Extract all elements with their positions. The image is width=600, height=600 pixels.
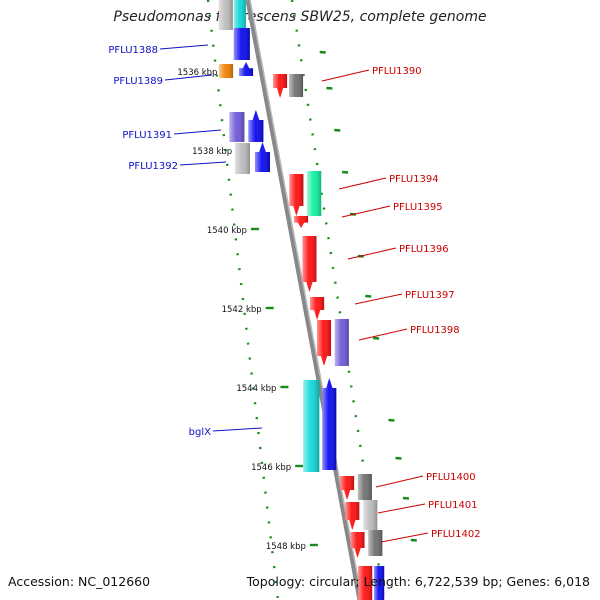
gene-label: PFLU1397 [405, 290, 455, 301]
tick-label: 1538 kbp [192, 147, 232, 157]
gene-block-pflu1392 [254, 142, 270, 172]
gene-label: PFLU1389 [113, 76, 163, 87]
gene-leader-line [173, 129, 222, 135]
gene-block-gray-top [218, 0, 233, 30]
gene-block-pflu1391-purple [229, 112, 245, 142]
gene-block-pflu1395 [294, 216, 309, 228]
gene-label: PFLU1400 [426, 472, 476, 483]
gene-label: PFLU1401 [428, 500, 478, 511]
gene-label: PFLU1392 [128, 161, 178, 172]
gene-label: PFLU1402 [431, 529, 481, 540]
tick-label: 1548 kbp [266, 542, 306, 552]
gene-block-pflu1390-gray [289, 74, 304, 97]
gene-block-pflu1391 [248, 110, 264, 142]
gene-block-pflu1398-purple [334, 319, 349, 366]
genome-title: Pseudomonas fluorescens SBW25, complete … [113, 9, 487, 25]
gene-leader-line [354, 293, 403, 305]
gene-leader-line [358, 328, 408, 341]
gene-block-pflu1392-gray [234, 143, 250, 174]
gene-block-pflu1398 [317, 320, 332, 366]
gene-label: PFLU1396 [399, 244, 449, 255]
tick-label: 1542 kbp [222, 305, 262, 315]
gene-block-pflu1388 [233, 28, 250, 60]
gene-leader-line [179, 161, 227, 166]
gene-leader-line [159, 44, 209, 50]
gene-label: PFLU1391 [122, 130, 172, 141]
gene-leader-line [347, 247, 397, 260]
outer-tick-mark [410, 538, 417, 542]
outer-tick-mark [342, 170, 349, 174]
gene-block-bottom-blue [374, 566, 385, 600]
genome-backbone [245, 0, 363, 600]
gene-block-pflu1390-red [273, 74, 288, 98]
gene-block-cyan-top [233, 0, 246, 28]
gene-label: PFLU1398 [410, 325, 460, 336]
gene-block-bglx-cyan [303, 380, 320, 472]
gene-block-pflu1400 [340, 476, 355, 500]
gene-block-pflu1394 [289, 174, 304, 216]
accession-text: Accession: NC_012660 [8, 574, 151, 589]
gene-block-bglx [322, 378, 337, 470]
gene-label: PFLU1394 [389, 174, 439, 185]
outer-tick-mark [326, 86, 333, 90]
gene-leader-line [380, 532, 429, 543]
gene-label: PFLU1388 [108, 45, 158, 56]
gene-label: bglX [189, 427, 211, 438]
tick-label: 1546 kbp [251, 463, 291, 473]
gene-block-pflu1400-gray [357, 474, 372, 500]
gene-block-pflu1402 [350, 532, 365, 558]
genome-backbone-highlight [249, 0, 363, 600]
gene-leader-line [341, 205, 391, 218]
outer-tick-mark [372, 336, 380, 340]
outer-tick-mark [319, 50, 326, 54]
gene-leader-line [321, 69, 370, 82]
tick-label: 1540 kbp [207, 226, 247, 236]
outer-tick-mark [402, 496, 410, 500]
gene-label: PFLU1390 [372, 66, 422, 77]
gene-leader-line [375, 475, 424, 488]
topology-text: Topology: circular; Length: 6,722,539 bp… [246, 574, 590, 589]
gene-block-pflu1402-gray [368, 530, 383, 556]
gene-leader-line [164, 74, 213, 81]
outer-tick-mark [365, 294, 372, 298]
tick-label: 1536 kbp [177, 68, 217, 78]
gene-block-pflu1397 [310, 297, 325, 320]
gene-block-pflu1401-gray [363, 500, 378, 530]
gene-leader-line [338, 177, 387, 190]
gene-block-pflu1394-green [307, 171, 322, 216]
gene-label: PFLU1395 [393, 202, 443, 213]
outer-tick-mark [334, 128, 341, 132]
gene-leader-line [212, 427, 263, 432]
gene-leader-line [377, 503, 426, 514]
gene-block-pflu1396 [302, 236, 317, 292]
gene-block-pflu1401 [345, 502, 360, 530]
outer-tick-mark [395, 456, 402, 460]
gene-block-pflu1389 [239, 62, 254, 76]
gene-block-pflu1389-orange [219, 64, 234, 78]
gene-block-bottom-red [358, 566, 373, 600]
tick-label: 1544 kbp [236, 384, 276, 394]
outer-tick-mark [388, 418, 395, 422]
